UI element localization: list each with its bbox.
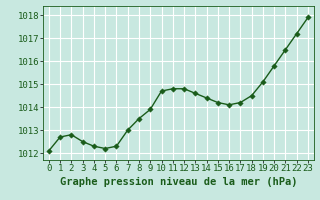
X-axis label: Graphe pression niveau de la mer (hPa): Graphe pression niveau de la mer (hPa) bbox=[60, 177, 297, 187]
